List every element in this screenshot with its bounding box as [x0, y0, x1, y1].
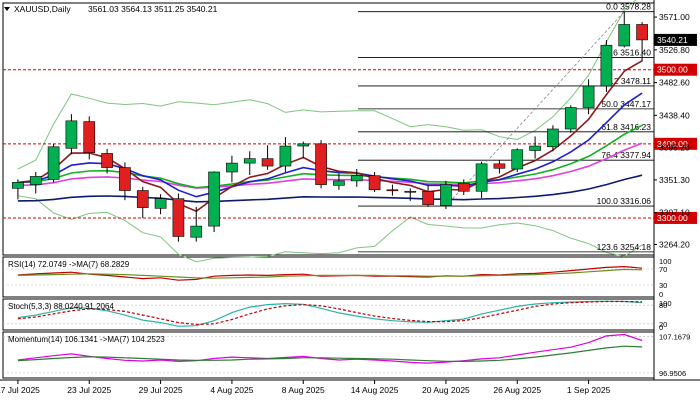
fib-level-label: 38.2 3478.11	[602, 76, 651, 86]
candle-body	[261, 158, 274, 167]
stoch-d-line	[17, 300, 643, 326]
date-label: 8 Aug 2025	[282, 385, 325, 395]
stoch-tick-label: 0	[659, 323, 663, 332]
candle-body	[119, 167, 131, 191]
level-tag	[654, 211, 697, 224]
last-price-tag	[654, 33, 697, 46]
ma-long-line	[17, 174, 643, 203]
candle-body	[136, 190, 149, 208]
symbol-dropdown-icon	[4, 7, 10, 11]
ohlc-label: 3561.03 3564.13 3511.25 3540.21	[88, 4, 218, 14]
candle-body	[404, 190, 417, 193]
momentum-line	[17, 333, 643, 364]
stoch-tick-label: 20	[659, 320, 667, 329]
rsi-tick-label: 70	[659, 265, 667, 274]
fib-level-label: 61.8 3416.23	[601, 122, 651, 132]
momentum-tick-label: 96.9506	[659, 369, 686, 378]
candle-body	[618, 24, 631, 47]
date-label: 4 Aug 2025	[210, 385, 253, 395]
level-tag	[654, 63, 697, 76]
momentum-ma-line	[17, 345, 643, 362]
price-tick-label: 3264.20	[659, 239, 690, 249]
level-tag	[654, 137, 697, 150]
date-label: 23 Jul 2025	[67, 385, 111, 395]
price-tick-label: 3571.00	[659, 12, 690, 22]
last-price-label: 3540.21	[657, 35, 688, 45]
candle-body	[208, 171, 220, 227]
price-tick-label: 3482.60	[659, 78, 690, 88]
candle-body	[440, 184, 452, 206]
candle-body	[493, 163, 506, 169]
candle-body	[529, 145, 541, 151]
fib-trend-line	[445, 11, 625, 207]
candle-body	[47, 146, 60, 180]
candle-body	[600, 44, 613, 87]
candle-body	[457, 182, 470, 192]
rsi-tick-label: 0	[659, 290, 663, 299]
momentum-tick-label: 107.1679	[659, 333, 690, 342]
candle-body	[65, 120, 78, 149]
candle-body	[422, 190, 434, 205]
bollinger-lower-line	[17, 195, 643, 263]
price-tick-label: 3351.30	[659, 175, 690, 185]
stoch-tick-label: 100	[659, 299, 672, 308]
candle-body	[636, 24, 648, 41]
stoch-k-line	[17, 300, 643, 327]
candle-body	[386, 189, 399, 192]
candle-body	[172, 198, 185, 237]
candle-body	[12, 182, 24, 189]
candle-body	[154, 198, 167, 209]
stoch-tick-label: 80	[659, 301, 667, 310]
fib-level-label: 76.4 3377.94	[601, 150, 651, 160]
stoch-title: Stoch(5,3,3) 88.0240 91.2064	[8, 302, 114, 311]
candle-body	[297, 143, 310, 147]
date-label: 26 Aug 2025	[493, 385, 541, 395]
fib-level-label: 123.6 3254.18	[597, 242, 652, 252]
momentum-title: Momentum(14) 106.1341 ->MA(7) 104.2523	[8, 335, 165, 344]
candle-body	[368, 175, 381, 191]
level-label: 3400.00	[657, 139, 688, 149]
rsi-tick-label: 100	[659, 257, 672, 266]
ma-fast-line	[17, 60, 643, 213]
candle-body	[564, 107, 577, 130]
candle-body	[190, 225, 203, 238]
rsi-title: RSI(14) 72.0749 ->MA(7) 68.2829	[8, 260, 130, 269]
candle-body	[511, 149, 524, 170]
bollinger-upper-line	[17, 0, 637, 170]
candle-body	[279, 145, 292, 167]
price-tick-label: 3526.80	[659, 45, 690, 55]
price-tick-label: 3438.40	[659, 110, 690, 120]
candle-body	[29, 176, 42, 185]
level-label: 3300.00	[657, 213, 688, 223]
date-label: 14 Aug 2025	[351, 385, 399, 395]
fib-level-label: 0.0 3578.28	[606, 2, 651, 12]
candle-body	[475, 163, 488, 192]
rsi-tick-label: 30	[659, 281, 667, 290]
candle-body	[101, 153, 113, 168]
rsi-ma-line	[17, 268, 643, 279]
price-tick-label: 3395.20	[659, 142, 690, 152]
candle-body	[315, 143, 327, 185]
candle-body	[350, 175, 363, 182]
candle-body	[243, 158, 256, 164]
date-label: 29 Jul 2025	[139, 385, 183, 395]
level-label: 3500.00	[657, 65, 688, 75]
date-label: 20 Aug 2025	[422, 385, 470, 395]
candle-body	[226, 162, 238, 173]
fib-level-label: 100.0 3316.06	[597, 196, 652, 206]
date-label: 17 Jul 2025	[0, 385, 40, 395]
symbol-label: XAUUSD,Daily	[14, 4, 71, 14]
price-tick-label: 3307.10	[659, 208, 690, 218]
candle-body	[83, 121, 96, 154]
candle-body	[547, 128, 559, 148]
candle-body	[333, 180, 345, 186]
date-label: 1 Sep 2025	[567, 385, 611, 395]
fib-level-label: 23.6 3516.40	[601, 48, 651, 58]
candle-body	[582, 85, 595, 108]
